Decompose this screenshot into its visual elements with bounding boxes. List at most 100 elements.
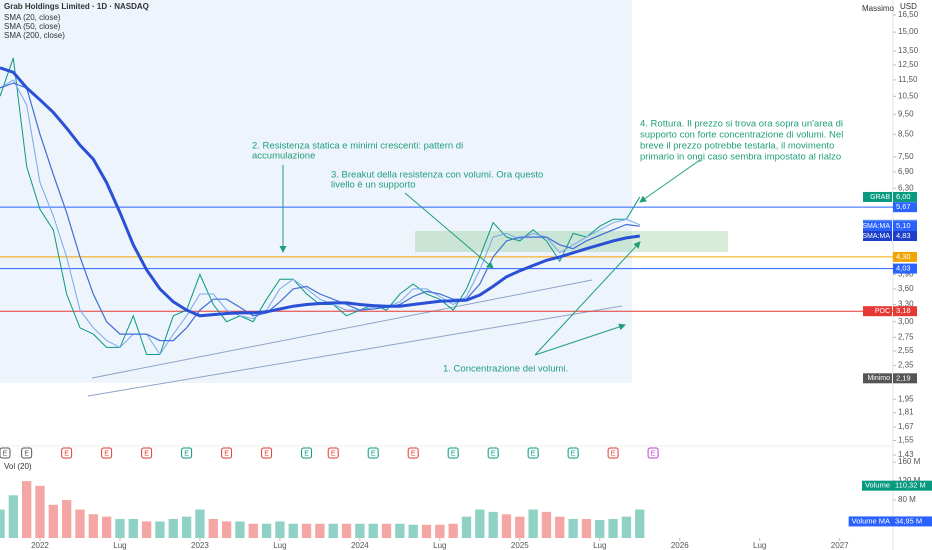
volume-bar [208, 519, 218, 538]
earnings-marker [407, 447, 419, 459]
level-tag-value: 2,19 [896, 373, 911, 382]
volume-bar [581, 519, 592, 538]
x-tick-label: 2025 [511, 541, 529, 550]
level-tag-value: 5,67 [896, 202, 911, 211]
x-tick-label: Lug [273, 541, 286, 550]
volume-tick-label: 80 M [898, 495, 916, 504]
level-name: SMA:MA [862, 233, 890, 240]
volume-bar [515, 516, 525, 538]
earnings-label: E [331, 450, 336, 457]
x-tick-label: 2024 [351, 541, 369, 550]
level-tag [893, 231, 917, 242]
volume-tag-name: Volume [865, 481, 890, 490]
earnings-marker [301, 447, 313, 459]
x-tick-label: Lug [593, 541, 606, 550]
x-tick-label: Lug [753, 541, 766, 550]
series-line [0, 82, 640, 342]
annotation: livello è un supporto [331, 180, 416, 191]
annotation: 2. Resistenza statica e minimi crescenti… [252, 141, 463, 152]
level-tag [893, 221, 917, 232]
y-tick-label: 12,50 [898, 60, 919, 69]
currency: USD [900, 2, 917, 11]
level-name-box [863, 221, 892, 232]
y-tick-label: 6,30 [898, 183, 914, 192]
y-tick-label: 1,43 [898, 450, 914, 459]
y-tick-label: 3,00 [898, 317, 914, 326]
volume-bar [195, 509, 205, 538]
earnings-marker [61, 447, 73, 459]
volume-tag [893, 480, 932, 491]
volume-bar [168, 519, 178, 538]
volume-bar [448, 523, 458, 538]
earnings-marker [527, 447, 539, 459]
earnings-label: E [64, 450, 69, 457]
volume-bar [541, 511, 552, 538]
annotation: primario in ongi caso sembra impostato a… [640, 152, 841, 163]
support-zone [415, 231, 728, 252]
y-tick-label: 1,95 [898, 394, 914, 403]
volume-bar [355, 523, 365, 538]
level-name-box [863, 373, 892, 384]
y-tick-label: 9,50 [898, 109, 914, 118]
volume-tick-label: 160 M [898, 457, 921, 466]
earnings-marker [181, 447, 193, 459]
y-tick-label: 7,50 [898, 152, 914, 161]
volume-bar [461, 516, 472, 538]
arrow [404, 192, 494, 269]
earnings-marker [261, 447, 273, 459]
volume-bar [35, 485, 45, 538]
volume-bar [381, 523, 392, 538]
earnings-marker [141, 447, 153, 459]
legend-entry: SMA (50, close) [4, 22, 61, 31]
level-tag [893, 191, 917, 202]
level-tag-value: 4,83 [896, 231, 911, 240]
earnings-marker [567, 447, 579, 459]
level-tag [893, 306, 917, 317]
level-name-box [863, 306, 892, 317]
volume-bar [301, 523, 312, 538]
volume-bar [435, 524, 445, 538]
arrow [534, 323, 626, 356]
earnings-label: E [451, 450, 456, 457]
earnings-label: E [304, 450, 309, 457]
earnings-label: E [411, 450, 416, 457]
y-tick-label: 2,75 [898, 332, 914, 341]
volume-bar [0, 509, 5, 538]
plot: 16,50 15,00 13,50 12,50 11,50 10,50 9,50 8,50 7,… [0, 10, 932, 550]
earnings-label: E [651, 450, 656, 457]
earnings-label: E [371, 450, 376, 457]
arrow [534, 241, 641, 356]
max-label: Massimo [862, 4, 895, 13]
x-tick-label: Lug [433, 541, 446, 550]
level-tag-value: 4,30 [896, 252, 911, 261]
volume-bar [221, 521, 232, 538]
x-tick-label: 2026 [671, 541, 689, 550]
volume-bar [275, 521, 285, 538]
volume-bar [368, 523, 378, 538]
volume-bar [595, 519, 605, 538]
volume-bar [115, 519, 125, 538]
volume-tag [893, 516, 932, 527]
legend-entry: SMA (200, close) [4, 31, 65, 40]
series-line [0, 66, 641, 318]
y-tick-label: 13,50 [898, 46, 919, 55]
earnings-label: E [224, 450, 229, 457]
earnings-marker [0, 447, 11, 459]
volume-bar [235, 521, 245, 538]
chart-title: Grab Holdings Limited · 1D · NASDAQ [4, 2, 149, 11]
volume-bar [288, 523, 298, 538]
level-tag-value: 4,03 [896, 264, 911, 273]
annotation: 4. Rottura. Il prezzo si trova ora sopra… [640, 119, 843, 130]
level-name: Minimo [867, 375, 890, 382]
annotation: supporto con forte concentrazione di vol… [640, 130, 843, 141]
volume-bar [181, 516, 192, 538]
volume-bar [75, 509, 85, 538]
level-tag [893, 373, 917, 384]
volume-tag-name: Volume MA [852, 516, 890, 525]
y-tick-label: 1,81 [898, 408, 914, 417]
earnings-marker [367, 447, 379, 459]
volume-bar [261, 523, 272, 538]
volume-bar [475, 509, 485, 538]
volume-bar [48, 504, 58, 538]
level-name: GRAB [870, 194, 890, 201]
